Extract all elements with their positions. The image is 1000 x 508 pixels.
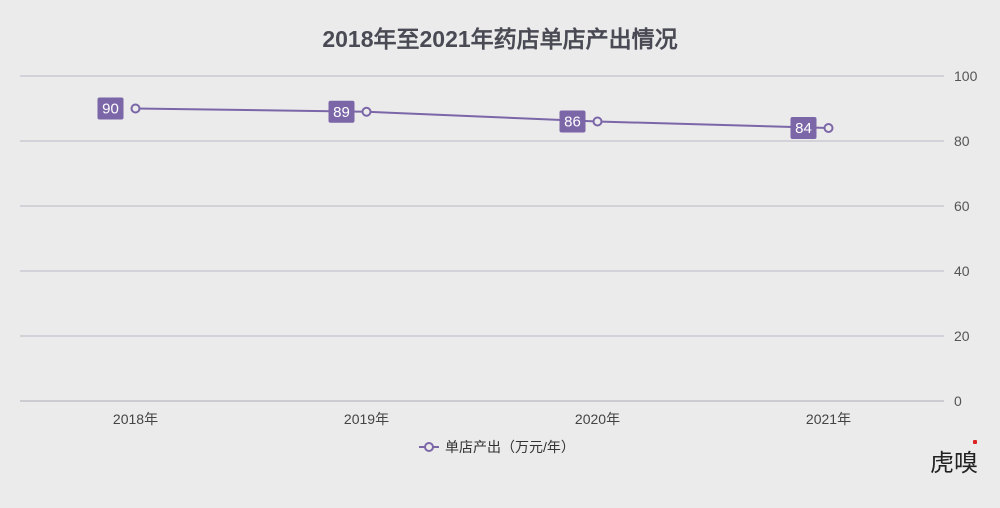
data-label: 89 [333,104,350,121]
y-tick-label: 100 [954,68,978,84]
data-point-marker [592,116,603,127]
y-tick-label: 60 [954,198,970,214]
data-label: 90 [102,101,119,118]
y-tick-label: 40 [954,263,970,279]
data-point-marker [130,103,141,114]
legend[interactable]: 单店产出（万元/年） [0,437,1000,457]
data-label-badge [328,100,355,123]
legend-line-marker-icon [419,442,440,452]
data-label: 86 [564,114,581,131]
y-tick-label: 80 [954,133,970,149]
legend-label: 单店产出（万元/年） [445,439,575,455]
series-line [135,107,829,129]
data-label: 84 [795,120,812,137]
data-label-badge [790,117,817,139]
x-tick-label: 2018年 [113,411,158,427]
data-point-marker [823,123,834,133]
y-tick-label: 20 [954,328,970,344]
chart-title: 2018年至2021年药店单店产出情况 [322,26,678,52]
x-tick-label: 2021年 [806,411,851,427]
x-tick-label: 2020年 [575,411,620,427]
watermark-logo: 虎嗅 [930,440,978,478]
x-tick-label: 2019年 [344,411,389,427]
data-point-marker [361,106,372,117]
data-label-badge [97,97,124,120]
data-label-badge [559,110,586,133]
y-tick-label: 0 [954,393,962,409]
